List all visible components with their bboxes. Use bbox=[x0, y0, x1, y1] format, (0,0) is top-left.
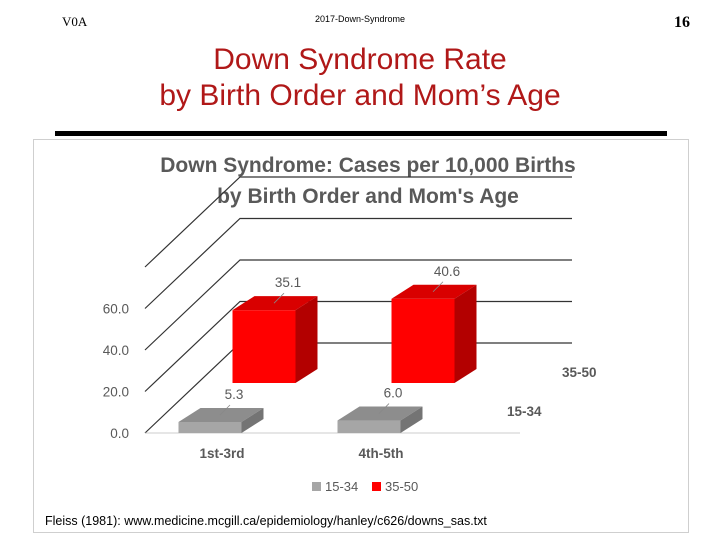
chart-title-line2: by Birth Order and Mom's Age bbox=[217, 185, 519, 208]
slide-title-line1: Down Syndrome Rate bbox=[213, 43, 507, 76]
bar-front bbox=[232, 310, 296, 383]
gridline bbox=[144, 259, 572, 351]
page-number: 16 bbox=[674, 14, 690, 31]
y-tick-label: 20.0 bbox=[103, 385, 129, 400]
bar-side bbox=[454, 284, 477, 383]
gridline bbox=[144, 217, 572, 309]
chart-title-line1: Down Syndrome: Cases per 10,000 Births bbox=[160, 154, 575, 177]
slide-title-line2: by Birth Order and Mom’s Age bbox=[159, 79, 561, 112]
bar-front bbox=[178, 422, 242, 433]
x-category-label: 1st-3rd bbox=[199, 446, 244, 461]
bar-front bbox=[337, 420, 401, 433]
legend-label: 35-50 bbox=[385, 479, 418, 494]
bar-top bbox=[178, 408, 264, 423]
legend-swatch bbox=[372, 482, 381, 491]
bar-top bbox=[232, 296, 318, 311]
data-label: 35.1 bbox=[275, 275, 301, 290]
slide-header-text: 2017-Down-Syndrome bbox=[314, 14, 406, 24]
slide-title: Down Syndrome Rate by Birth Order and Mo… bbox=[0, 42, 720, 114]
gridline bbox=[144, 176, 572, 268]
data-label: 6.0 bbox=[384, 386, 403, 401]
title-divider bbox=[55, 131, 667, 136]
bar-top bbox=[337, 406, 423, 421]
bar-side bbox=[400, 406, 423, 433]
data-label-leader bbox=[273, 292, 285, 304]
legend-label: 15-34 bbox=[325, 479, 358, 494]
data-label: 40.6 bbox=[434, 264, 460, 279]
source-note: Fleiss (1981): www.medicine.mcgill.ca/ep… bbox=[45, 514, 487, 528]
y-tick-label: 60.0 bbox=[103, 302, 129, 317]
depth-label: 35-50 bbox=[562, 365, 597, 380]
data-label: 5.3 bbox=[225, 387, 244, 402]
bar-top bbox=[391, 284, 477, 299]
y-tick-label: 0.0 bbox=[110, 426, 129, 441]
bar-side bbox=[295, 296, 318, 383]
y-tick-label: 40.0 bbox=[103, 343, 129, 358]
gridline bbox=[144, 300, 572, 392]
bar-side bbox=[241, 408, 264, 433]
slide-code: V0A bbox=[62, 14, 88, 29]
data-label-leader bbox=[378, 403, 390, 414]
depth-label: 15-34 bbox=[507, 404, 542, 419]
bar-front bbox=[391, 298, 455, 383]
chart-frame bbox=[33, 139, 689, 533]
x-category-label: 4th-5th bbox=[359, 446, 404, 461]
data-label-leader bbox=[219, 404, 231, 416]
legend-swatch bbox=[312, 482, 321, 491]
data-label-leader bbox=[432, 281, 444, 293]
